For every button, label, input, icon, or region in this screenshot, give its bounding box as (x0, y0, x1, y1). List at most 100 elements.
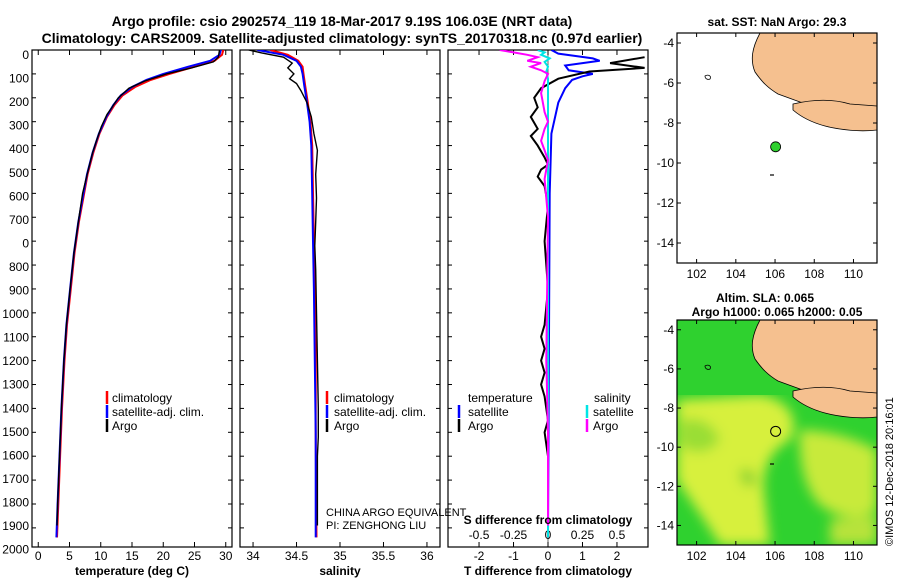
map-y-tick-label: -6 (663, 76, 674, 90)
map-y-tick-label: -14 (657, 518, 675, 532)
temperature-satellite-line (55, 50, 222, 538)
temperature-panel-frame (31, 49, 233, 548)
temperature-legend: climatology satellite-adj. clim. Argo (105, 391, 204, 433)
x-tick-label: 30 (219, 549, 233, 563)
map-x-tick-label: 110 (844, 267, 863, 281)
depth-tick-label: 1200 (2, 354, 29, 368)
depth-tick-label: 1400 (2, 401, 29, 415)
map-y-tick-label: -6 (663, 362, 674, 376)
depth-axis: 0 100 200 300 400 500 600 700 0 800 900 1000 1100 120… (2, 48, 648, 557)
map-x-tick-label: 110 (844, 549, 863, 563)
x-tick-label: 35 (333, 549, 347, 563)
legend-header-salinity: salinity (594, 391, 631, 405)
temperature-climatology-line (56, 50, 225, 538)
temperature-argo-line (56, 50, 221, 526)
float-position-marker (770, 141, 782, 153)
temperature-x-axis: 0 5 10 15 20 25 30 (35, 50, 233, 563)
salinity-difference-xlabel: S difference from climatology (464, 513, 633, 527)
x-tick-label: 35.5 (372, 549, 396, 563)
salinity-x-axis: 34 34.5 35 35.5 36 (246, 50, 434, 563)
x2-tick-label: 0.5 (609, 528, 626, 542)
sla-map-subtitle: Argo h1000: 0.065 h2000: 0.05 (692, 305, 863, 319)
map-x-tick-label: 106 (765, 549, 785, 563)
legend-label-argo: Argo (334, 419, 360, 433)
legend-label-climatology: climatology (334, 391, 394, 405)
salinity-legend: climatology satellite-adj. clim. Argo CH… (325, 391, 467, 532)
map-x-tick-label: 104 (726, 267, 746, 281)
depth-tick-label: 900 (9, 284, 29, 298)
depth-tick-label: 0 (22, 236, 29, 250)
float-position-marker (770, 425, 782, 437)
sla-blobs (677, 395, 877, 545)
difference-x-axis: -2 -1 0 1 2 (474, 50, 621, 563)
x-tick-label: 34.5 (285, 549, 309, 563)
x2-tick-label: -0.5 (469, 528, 490, 542)
depth-tick-label: 300 (9, 119, 29, 133)
legend-label-climatology: climatology (112, 391, 172, 405)
map-y-tick-label: -14 (657, 236, 675, 250)
map-x-tick-label: 108 (804, 267, 824, 281)
salinity-argo-line (248, 50, 319, 526)
depth-tick-label: 600 (9, 189, 29, 203)
depth-tick-label: 400 (9, 142, 29, 156)
legend-label-temp-argo: Argo (468, 419, 494, 433)
map-y-tick-label: -12 (657, 479, 675, 493)
sla-map-frame (676, 319, 878, 546)
x-tick-label: 34 (246, 549, 260, 563)
map-y-tick-label: -12 (657, 196, 675, 210)
header-line1: Argo profile: csio 2902574_119 18-Mar-20… (112, 13, 573, 29)
sst-map-frame (676, 32, 878, 264)
temperature-diff-argo-line (529, 56, 645, 526)
depth-tick-label: 1500 (2, 425, 29, 439)
depth-tick-label: 0 (22, 48, 29, 62)
depth-tick-label: 1900 (2, 519, 29, 533)
pi-annotation-line2: PI: ZENGHONG LIU (326, 520, 426, 532)
x-tick-label: 20 (157, 549, 171, 563)
sla-map-axes: 102 104 106 108 110 -4 -6 -8 -10 -12 -14 (657, 320, 877, 563)
map-y-tick-label: -8 (663, 116, 674, 130)
depth-tick-label: 500 (9, 166, 29, 180)
header-line2: Climatology: CARS2009. Satellite-adjuste… (42, 30, 643, 46)
legend-label-satellite: satellite-adj. clim. (112, 405, 204, 419)
map-y-tick-label: -10 (657, 440, 675, 454)
depth-tick-label: 1300 (2, 378, 29, 392)
difference-legend: temperature satellite Argo salinity sate… (457, 391, 634, 433)
depth-tick-label: 100 (9, 72, 29, 86)
map-y-tick-label: -4 (663, 323, 674, 337)
x-tick-label: 2 (614, 549, 621, 563)
temperature-diff-satellite-line (547, 50, 601, 538)
x-tick-label: 10 (94, 549, 108, 563)
sst-map-axes: 102 104 106 108 110 -4 -6 -8 -10 -12 -14 (657, 33, 877, 281)
sst-map-title: sat. SST: NaN Argo: 29.3 (708, 15, 847, 29)
depth-tick-label: 1100 (3, 331, 29, 345)
depth-tick-label: 1800 (2, 495, 29, 509)
salinity-difference-x-axis: -0.5 -0.25 0 0.25 0.5 (469, 528, 626, 542)
x-tick-label: 15 (125, 549, 139, 563)
imos-credit: ©IMOS 12-Dec-2018 20:16:01 (884, 397, 896, 546)
depth-tick-label: 2000 (2, 543, 29, 557)
map-x-tick-label: 104 (726, 549, 746, 563)
x2-tick-label: -0.25 (500, 528, 528, 542)
difference-xlabel: T difference from climatology (464, 564, 632, 578)
legend-label-sal-argo: Argo (593, 419, 619, 433)
salinity-diff-argo-line (499, 50, 550, 526)
salinity-xlabel: salinity (319, 564, 361, 578)
map-x-tick-label: 102 (687, 267, 707, 281)
salinity-satellite-line (257, 50, 317, 538)
legend-header-temperature: temperature (468, 391, 533, 405)
temperature-xlabel: temperature (deg C) (75, 564, 189, 578)
x2-tick-label: 0.25 (571, 528, 595, 542)
legend-label-argo: Argo (112, 419, 138, 433)
legend-label-satellite: satellite-adj. clim. (334, 405, 426, 419)
depth-tick-label: 1700 (2, 472, 29, 486)
java-land (792, 386, 877, 419)
depth-tick-label: 1000 (2, 307, 29, 321)
sla-map-field (677, 320, 877, 545)
map-x-tick-label: 108 (804, 549, 824, 563)
depth-tick-label: 700 (9, 213, 29, 227)
x-tick-label: 36 (420, 549, 434, 563)
salinity-panel-frame (239, 49, 441, 548)
small-island (704, 74, 711, 80)
